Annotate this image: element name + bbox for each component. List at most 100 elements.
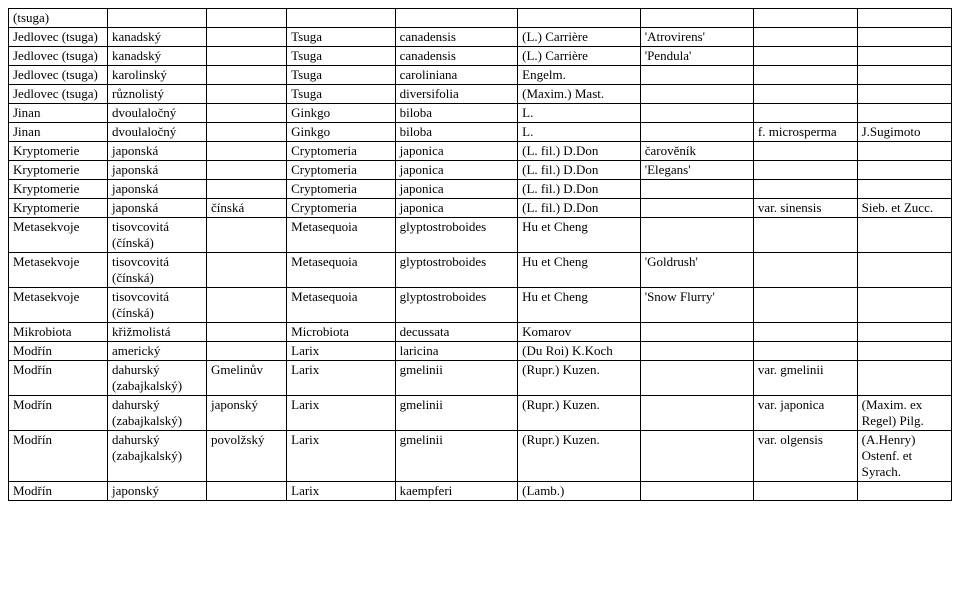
table-cell <box>207 253 287 288</box>
table-cell: japonica <box>395 180 518 199</box>
table-cell <box>753 28 857 47</box>
table-cell <box>207 123 287 142</box>
table-cell <box>207 47 287 66</box>
table-cell: glyptostroboides <box>395 218 518 253</box>
table-cell <box>640 396 753 431</box>
table-row: KryptomeriejaponskáCryptomeriajaponica(L… <box>9 180 952 199</box>
table-row: Jedlovec (tsuga)karolinskýTsugacarolinia… <box>9 66 952 85</box>
table-cell: Jedlovec (tsuga) <box>9 47 108 66</box>
table-cell <box>640 342 753 361</box>
table-cell: Modřín <box>9 431 108 482</box>
table-row: KryptomeriejaponskáCryptomeriajaponica(L… <box>9 161 952 180</box>
table-cell <box>857 218 951 253</box>
table-cell: japonská <box>108 180 207 199</box>
table-cell: čarověník <box>640 142 753 161</box>
table-cell: kaempferi <box>395 482 518 501</box>
table-cell <box>857 323 951 342</box>
table-row: KryptomeriejaponskáCryptomeriajaponica(L… <box>9 142 952 161</box>
table-cell: dvoulaločný <box>108 104 207 123</box>
table-cell: Larix <box>287 482 395 501</box>
table-cell: Komarov <box>518 323 641 342</box>
table-cell <box>640 123 753 142</box>
table-cell: diversifolia <box>395 85 518 104</box>
table-cell: Hu et Cheng <box>518 288 641 323</box>
table-row: ModřínjaponskýLarixkaempferi(Lamb.) <box>9 482 952 501</box>
table-cell: Hu et Cheng <box>518 218 641 253</box>
table-cell: 'Snow Flurry' <box>640 288 753 323</box>
table-cell: japonica <box>395 142 518 161</box>
table-row: Metasekvojetisovcovitá (čínská)Metasequo… <box>9 253 952 288</box>
table-cell <box>640 482 753 501</box>
table-cell: Larix <box>287 431 395 482</box>
table-row: Metasekvojetisovcovitá (čínská)Metasequo… <box>9 288 952 323</box>
table-cell: Jedlovec (tsuga) <box>9 85 108 104</box>
table-cell: glyptostroboides <box>395 288 518 323</box>
table-cell: různolistý <box>108 85 207 104</box>
table-cell <box>287 9 395 28</box>
table-cell: Cryptomeria <box>287 142 395 161</box>
table-cell <box>857 47 951 66</box>
plant-table: (tsuga) Jedlovec (tsuga)kanadský Tsugacana… <box>8 8 952 501</box>
table-cell <box>753 142 857 161</box>
table-cell: Ginkgo <box>287 104 395 123</box>
table-cell: gmelinii <box>395 361 518 396</box>
table-cell: decussata <box>395 323 518 342</box>
table-cell: Tsuga <box>287 85 395 104</box>
table-cell <box>207 342 287 361</box>
table-cell: Hu et Cheng <box>518 253 641 288</box>
table-cell: Jedlovec (tsuga) <box>9 66 108 85</box>
table-cell: Metasekvoje <box>9 218 108 253</box>
table-cell: var. olgensis <box>753 431 857 482</box>
table-cell <box>753 9 857 28</box>
table-cell <box>207 85 287 104</box>
table-cell: biloba <box>395 104 518 123</box>
table-cell: Kryptomerie <box>9 161 108 180</box>
table-cell <box>640 218 753 253</box>
table-cell: dahurský (zabajkalský) <box>108 361 207 396</box>
table-cell: canadensis <box>395 47 518 66</box>
table-cell: (Maxim. ex Regel) Pilg. <box>857 396 951 431</box>
table-cell: caroliniana <box>395 66 518 85</box>
table-cell <box>753 482 857 501</box>
table-cell <box>640 180 753 199</box>
table-cell <box>640 323 753 342</box>
table-row: Modříndahurský (zabajkalský)povolžskýLar… <box>9 431 952 482</box>
table-cell <box>753 85 857 104</box>
table-cell <box>207 142 287 161</box>
table-cell: tisovcovitá (čínská) <box>108 288 207 323</box>
table-cell <box>753 253 857 288</box>
table-cell: Sieb. et Zucc. <box>857 199 951 218</box>
table-cell <box>640 361 753 396</box>
table-cell: 'Atrovirens' <box>640 28 753 47</box>
table-row: Metasekvojetisovcovitá (čínská) Metasequo… <box>9 218 952 253</box>
table-cell: dvoulaločný <box>108 123 207 142</box>
table-cell: americký <box>108 342 207 361</box>
table-cell <box>857 288 951 323</box>
table-cell: Cryptomeria <box>287 180 395 199</box>
table-cell: japonský <box>207 396 287 431</box>
table-cell: Kryptomerie <box>9 199 108 218</box>
table-cell: japonská <box>108 199 207 218</box>
table-cell <box>753 342 857 361</box>
table-cell: tisovcovitá (čínská) <box>108 218 207 253</box>
table-cell: L. <box>518 123 641 142</box>
table-cell <box>640 104 753 123</box>
table-cell <box>857 9 951 28</box>
table-row: JinandvoulaločnýGinkgobilobaL.f. microsp… <box>9 123 952 142</box>
table-cell: (Rupr.) Kuzen. <box>518 361 641 396</box>
table-cell: dahurský (zabajkalský) <box>108 431 207 482</box>
table-cell <box>857 28 951 47</box>
table-cell: Metasequoia <box>287 218 395 253</box>
table-cell: dahurský (zabajkalský) <box>108 396 207 431</box>
table-cell: japonská <box>108 142 207 161</box>
table-cell <box>753 288 857 323</box>
table-cell <box>207 482 287 501</box>
table-cell: (tsuga) <box>9 9 108 28</box>
table-row: KryptomeriejaponskáčínskáCryptomeriajapo… <box>9 199 952 218</box>
table-cell: kanadský <box>108 47 207 66</box>
table-cell: Tsuga <box>287 28 395 47</box>
table-cell <box>395 9 518 28</box>
table-cell: japonský <box>108 482 207 501</box>
table-cell: karolinský <box>108 66 207 85</box>
table-row: JinandvoulaločnýGinkgobilobaL. <box>9 104 952 123</box>
